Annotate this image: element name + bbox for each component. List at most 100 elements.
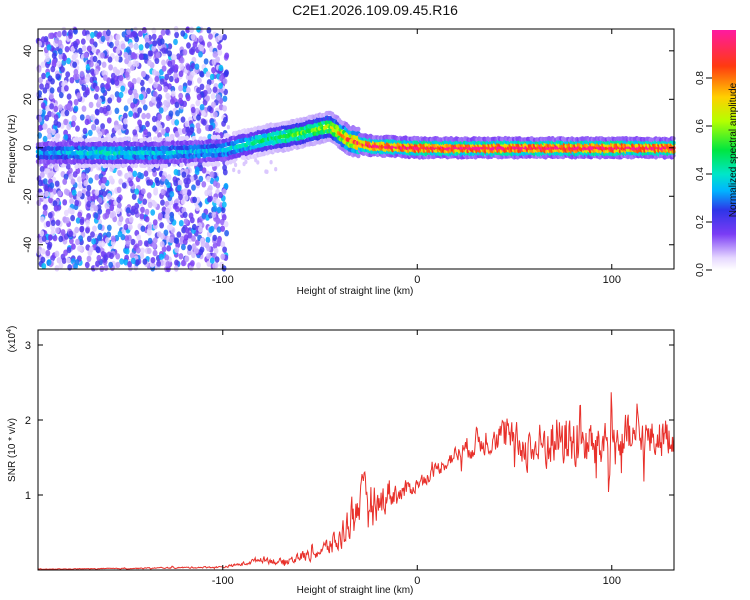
spectrogram-noise-cell [196, 262, 201, 269]
spectrogram-noise-cell [63, 209, 69, 217]
spectrogram-noise-cell [99, 106, 104, 114]
spectrogram-noise-cell [221, 201, 227, 208]
spectrogram-noise-cell [170, 98, 175, 105]
spectrogram-noise-cell [184, 120, 190, 128]
spectrogram-noise-cell [152, 40, 158, 47]
spectrogram-noise-cell [94, 174, 100, 181]
spectrogram-noise-cell [147, 201, 153, 209]
spectrogram-noise-cell [57, 86, 62, 93]
spectrogram-noise-cell [182, 211, 188, 218]
spectrogram-noise-cell [127, 223, 133, 231]
colorbar-tick-label: 0.4 [695, 167, 706, 181]
spectrogram-noise-cell [145, 120, 150, 128]
spectrogram-noise-cell [138, 44, 144, 51]
spectrogram-noise-cell [182, 85, 188, 93]
spectrogram-noise-cell [182, 188, 188, 195]
spectrogram-ridge-cell [189, 161, 195, 167]
spectrogram-noise-cell [165, 191, 171, 198]
spectrogram-noise-cell [221, 188, 227, 195]
spectrogram-noise-cell [173, 72, 179, 79]
spectrogram-noise-cell [146, 192, 152, 199]
spectrogram-noise-cell [102, 177, 107, 184]
spectrogram-ridge-cell [133, 136, 139, 142]
spectrogram-noise-cell [159, 241, 165, 248]
spectrogram-noise-cell [140, 206, 145, 213]
spectrogram-noise-cell [54, 250, 60, 257]
spectrogram-noise-cell [205, 71, 211, 78]
spectrogram-noise-cell [53, 119, 59, 126]
spectrogram-noise-cell [37, 115, 43, 123]
spectrogram-noise-cell [138, 194, 144, 202]
spectrogram-noise-cell [191, 223, 197, 231]
spectrogram-noise-cell [174, 246, 180, 254]
spectrogram-noise-cell [222, 246, 228, 253]
spectrogram-noise-cell [77, 176, 82, 183]
spectrogram-noise-cell [46, 127, 52, 135]
spectrogram-noise-cell [194, 247, 199, 254]
spectrogram-noise-cell [164, 73, 170, 81]
spectrogram-noise-cell [212, 205, 218, 212]
spectrogram-noise-cell [62, 30, 67, 37]
spectrogram-noise-cell [72, 61, 77, 68]
spectrogram-noise-cell [165, 126, 171, 134]
spectrogram-noise-cell [64, 46, 70, 53]
spectrogram-noise-cell [138, 30, 143, 37]
spectrogram-noise-cell [79, 218, 85, 225]
spectrogram-noise-cell [209, 73, 215, 81]
spectrogram-noise-cell [117, 169, 122, 177]
spectrogram-noise-cell [58, 53, 64, 60]
spectrogram-noise-cell [48, 234, 53, 241]
spectrogram-noise-cell [158, 107, 164, 114]
spectrogram-noise-cell [237, 169, 241, 174]
spectrogram-noise-cell [121, 182, 127, 189]
spectrogram-noise-cell [195, 99, 201, 107]
spectrogram-noise-cell [69, 77, 75, 84]
spectrogram-noise-cell [195, 196, 201, 204]
spectrogram-noise-cell [114, 107, 120, 115]
spectrogram-noise-cell [94, 189, 100, 196]
spectrogram-noise-cell [45, 55, 50, 62]
spectrogram-noise-cell [96, 254, 102, 262]
spectrogram-noise-cell [87, 129, 93, 137]
spectrogram-noise-cell [85, 190, 91, 197]
spectrogram-noise-cell [47, 172, 53, 179]
spectrogram-noise-cell [184, 255, 190, 262]
spectrogram-noise-cell [199, 44, 205, 52]
spectrogram-noise-cell [97, 97, 102, 105]
spectrogram-x-tick-label: -100 [212, 274, 234, 286]
spectrogram-noise-cell [68, 230, 74, 237]
spectrogram-noise-cell [152, 219, 158, 226]
spectrogram-noise-cell [122, 122, 128, 130]
spectrogram-noise-cell [186, 189, 192, 197]
spectrogram-noise-cell [63, 188, 69, 195]
spectrogram-noise-cell [167, 60, 173, 67]
spectrogram-ridge-cell [81, 163, 86, 169]
spectrogram-noise-cell [118, 178, 124, 185]
spectrogram-noise-cell [160, 199, 165, 206]
spectrogram-noise-cell [79, 225, 85, 233]
spectrogram-noise-cell [164, 131, 170, 138]
spectrogram-noise-cell [114, 39, 120, 46]
spectrogram-noise-cell [173, 64, 179, 71]
spectrogram-noise-cell [274, 167, 278, 172]
spectrogram-noise-cell [94, 85, 100, 93]
spectrogram-noise-cell [73, 28, 78, 35]
spectrogram-noise-cell [84, 167, 90, 174]
spectrogram-noise-cell [182, 49, 188, 56]
spectrogram-noise-cell [179, 238, 185, 245]
spectrogram-noise-cell [60, 66, 65, 73]
snr-y-tick-label: 2 [25, 415, 31, 427]
spectrogram-noise-cell [147, 59, 153, 67]
spectrogram-noise-cell [185, 63, 191, 71]
spectrogram-noise-cell [186, 86, 191, 94]
colorbar: 0.0 0.2 0.4 0.6 0.8 Normalized spectral ampl… [695, 30, 739, 277]
snr-y-tick-label: 1 [25, 490, 31, 502]
spectrogram-noise-cell [137, 239, 143, 247]
spectrogram-noise-cell [195, 204, 200, 212]
spectrogram-noise-cell [165, 207, 171, 215]
spectrogram-noise-cell [100, 35, 106, 43]
spectrogram-noise-cell [154, 57, 160, 64]
spectrogram-noise-cell [143, 53, 149, 60]
spectrogram-noise-cell [57, 190, 62, 197]
spectrogram-noise-cell [160, 188, 166, 196]
